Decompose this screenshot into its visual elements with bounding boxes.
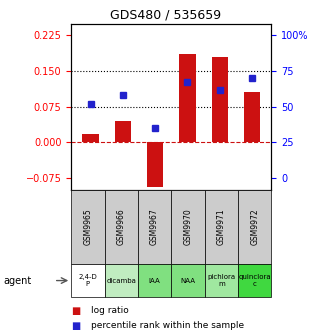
Text: GSM9971: GSM9971 xyxy=(217,208,226,245)
Bar xyxy=(71,264,105,297)
Text: NAA: NAA xyxy=(180,278,196,284)
Bar xyxy=(115,121,131,142)
Bar xyxy=(205,190,238,264)
Text: GSM9967: GSM9967 xyxy=(150,208,159,245)
Bar xyxy=(71,190,105,264)
Text: quinclora
c: quinclora c xyxy=(238,274,271,287)
Text: GDS480 / 535659: GDS480 / 535659 xyxy=(110,8,221,22)
Bar xyxy=(212,57,228,142)
Bar xyxy=(238,264,271,297)
Text: percentile rank within the sample: percentile rank within the sample xyxy=(91,322,244,330)
Bar xyxy=(138,264,171,297)
Bar xyxy=(179,54,196,142)
Text: agent: agent xyxy=(3,276,31,286)
Text: ■: ■ xyxy=(71,321,80,331)
Text: dicamba: dicamba xyxy=(106,278,136,284)
Text: 2,4-D
P: 2,4-D P xyxy=(78,274,97,287)
Bar xyxy=(244,92,260,142)
Bar xyxy=(82,134,99,142)
Bar xyxy=(205,264,238,297)
Bar xyxy=(171,190,205,264)
Text: IAA: IAA xyxy=(149,278,161,284)
Bar xyxy=(105,264,138,297)
Text: ■: ■ xyxy=(71,306,80,316)
Text: log ratio: log ratio xyxy=(91,306,129,315)
Bar xyxy=(105,190,138,264)
Bar xyxy=(138,190,171,264)
Text: GSM9965: GSM9965 xyxy=(83,208,92,245)
Text: pichlora
m: pichlora m xyxy=(207,274,235,287)
Bar xyxy=(238,190,271,264)
Bar xyxy=(147,142,163,187)
Text: GSM9970: GSM9970 xyxy=(183,208,193,245)
Text: GSM9972: GSM9972 xyxy=(250,208,259,245)
Bar xyxy=(171,264,205,297)
Text: GSM9966: GSM9966 xyxy=(117,208,126,245)
